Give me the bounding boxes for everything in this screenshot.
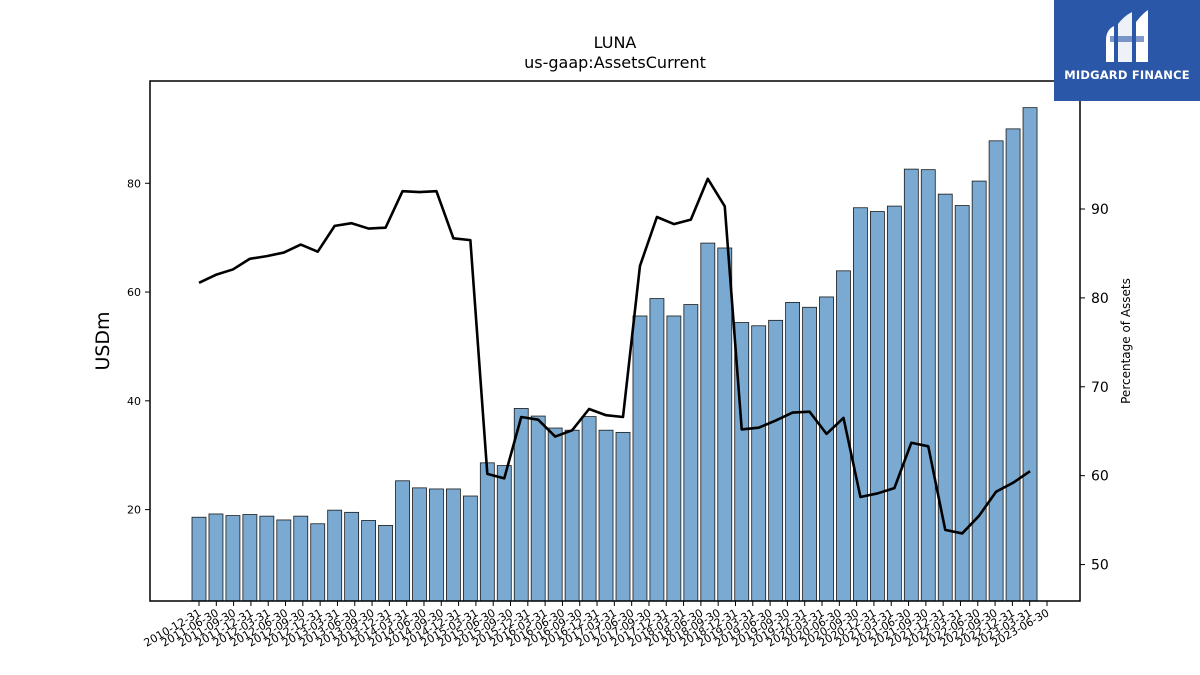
bar-2010-12-31: [191, 516, 207, 602]
bar-2011-06-30: [225, 515, 241, 602]
chart-title: LUNA: [594, 33, 637, 52]
bar-2012-03-31: [276, 519, 292, 602]
bar-2012-12-31: [327, 509, 343, 602]
chart-subtitle: us-gaap:AssetsCurrent: [524, 53, 706, 72]
left-tick-label: 20: [127, 504, 141, 517]
bar-2021-03-31: [886, 205, 902, 602]
right-tick-label: 60: [1091, 469, 1109, 485]
bar-2019-06-30: [768, 319, 784, 602]
bar-2018-06-30: [700, 242, 716, 602]
bar-2012-09-30: [310, 523, 326, 602]
bar-2018-09-30: [717, 247, 733, 602]
bar-2021-12-31: [937, 193, 953, 602]
right-axis-ticks: 50 60 70 80 90: [1080, 202, 1109, 574]
bar-2013-09-30: [378, 524, 393, 602]
logo-wordmark: MIDGARD FINANCE: [1064, 68, 1190, 82]
bar-2021-06-30: [903, 168, 919, 602]
bars-layer: [191, 107, 1038, 602]
left-tick-label: 60: [127, 286, 141, 299]
x-axis-ticks: 2010-12-312011-06-302011-09-302011-12-31…: [142, 601, 1052, 650]
bar-2020-03-31: [819, 296, 834, 602]
plot-frame: [149, 80, 1081, 602]
bar-2014-09-30: [445, 488, 461, 602]
bar-2017-03-31: [615, 431, 631, 602]
bar-2019-09-30: [785, 301, 800, 602]
left-axis-label: USDm: [92, 311, 114, 370]
bar-2023-03-31: [1022, 107, 1038, 602]
bar-2015-06-30: [496, 465, 512, 602]
bar-2011-12-31: [259, 515, 275, 602]
logo-mark-icon: [1106, 10, 1148, 62]
bar-2016-09-30: [581, 416, 597, 602]
left-tick-label: 40: [127, 395, 141, 408]
bar-2013-03-31: [344, 511, 360, 602]
bar-2011-03-31: [208, 513, 224, 602]
line-layer: [198, 177, 1031, 535]
bar-2016-06-30: [564, 429, 580, 602]
bar-2022-03-31: [954, 205, 970, 602]
bar-2017-06-30: [632, 315, 648, 602]
bar-2019-12-31: [802, 306, 817, 602]
bar-2017-09-30: [649, 298, 665, 602]
bar-2015-12-31: [530, 415, 546, 602]
bar-2019-03-31: [751, 325, 767, 602]
bar-2011-09-30: [242, 514, 258, 602]
bar-2014-12-31: [462, 495, 478, 602]
bar-2022-12-31: [1005, 128, 1021, 602]
bar-2020-09-30: [853, 207, 868, 602]
right-tick-label: 90: [1091, 202, 1109, 218]
right-tick-label: 70: [1091, 380, 1109, 396]
bar-2017-12-31: [666, 315, 682, 602]
bar-2014-03-31: [412, 487, 427, 602]
bar-2022-06-30: [971, 180, 987, 602]
left-tick-label: 80: [127, 177, 141, 190]
bar-2013-06-30: [361, 520, 377, 602]
bar-2016-12-31: [598, 429, 614, 602]
percentage-of-assets-line: [198, 177, 1031, 535]
midgard-finance-logo: MIDGARD FINANCE: [1054, 0, 1200, 101]
right-axis-label: Percentage of Assets: [1119, 278, 1133, 404]
bar-2015-03-31: [479, 462, 495, 602]
bar-2022-09-30: [988, 140, 1004, 602]
bar-2018-03-31: [683, 304, 699, 602]
bar-2013-12-31: [395, 480, 410, 602]
bar-2014-06-30: [429, 488, 444, 602]
right-tick-label: 80: [1091, 291, 1109, 307]
right-tick-label: 50: [1091, 558, 1109, 574]
left-axis-ticks: 20 40 60 80: [127, 177, 150, 517]
bar-2020-12-31: [870, 211, 885, 602]
bar-2021-09-30: [920, 169, 936, 602]
bar-2012-06-30: [293, 515, 309, 602]
bar-2016-03-31: [547, 427, 563, 602]
